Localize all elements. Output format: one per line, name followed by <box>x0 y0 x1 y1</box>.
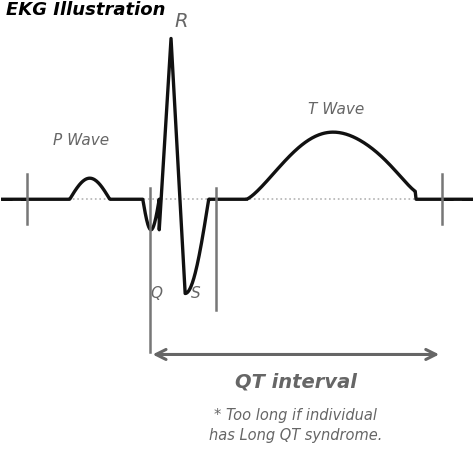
Text: P Wave: P Wave <box>54 132 109 147</box>
Text: QT interval: QT interval <box>235 371 357 390</box>
Text: S: S <box>191 285 201 300</box>
Text: * Too long if individual
has Long QT syndrome.: * Too long if individual has Long QT syn… <box>209 407 383 442</box>
Text: Q: Q <box>150 285 162 300</box>
Text: EKG Illustration: EKG Illustration <box>6 0 165 18</box>
Text: T Wave: T Wave <box>308 102 364 117</box>
Text: R: R <box>174 12 188 31</box>
